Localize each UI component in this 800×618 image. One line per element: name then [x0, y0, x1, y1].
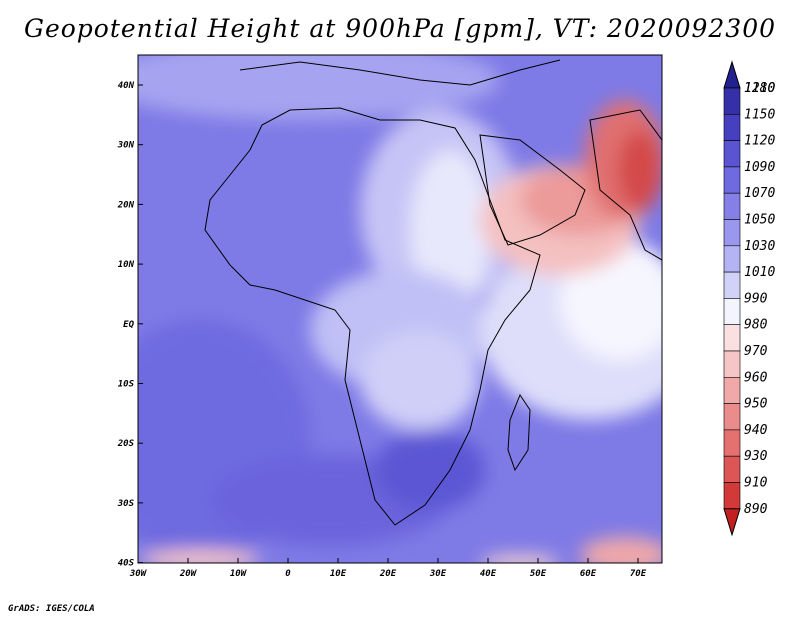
- height-field: [138, 55, 662, 563]
- colorbar-label: 910: [744, 476, 768, 491]
- colorbar-swatch: [723, 298, 741, 325]
- colorbar-label: 1070: [744, 186, 775, 201]
- lat-label: 20S: [117, 439, 135, 449]
- footer-credit: GrADS: IGES/COLA: [8, 604, 95, 614]
- colorbar-label: 980: [744, 318, 768, 333]
- lat-label: 30N: [117, 141, 135, 151]
- colorbar-label: 960: [744, 370, 768, 385]
- colorbar-swatch: [723, 455, 741, 483]
- colorbar-swatch: [723, 403, 741, 431]
- lat-label: EQ: [123, 320, 134, 330]
- lon-label: 20W: [179, 569, 198, 579]
- lat-label: 40N: [118, 81, 135, 91]
- lat-label: 10S: [118, 380, 135, 390]
- colorbar-label: 1010: [744, 265, 775, 280]
- colorbar-label: 890: [744, 502, 768, 517]
- colorbar-swatch: [723, 166, 741, 194]
- colorbar-swatch: [723, 324, 741, 352]
- colorbar-label: 1180: [744, 81, 775, 96]
- lat-label: 30S: [117, 499, 135, 509]
- lon-label: 60E: [580, 569, 597, 579]
- lat-label: 10N: [118, 260, 135, 270]
- colorbar-label: 1090: [744, 160, 775, 175]
- colorbar-swatch: [723, 350, 741, 378]
- colorbar-top-arrow: [723, 60, 741, 89]
- colorbar-label: 1120: [744, 134, 775, 149]
- lon-label: 40E: [480, 569, 497, 579]
- colorbar-swatch: [723, 140, 741, 168]
- coastlines: [204, 59, 662, 526]
- lat-label: 40S: [118, 559, 135, 569]
- colorbar-swatch: [723, 87, 741, 115]
- longitude-axis: 30W 20W 10W 0 10E 20E 30E 40E 50E 60E 70E: [129, 558, 647, 579]
- colorbar-label: 950: [744, 397, 768, 412]
- colorbar-swatch: [723, 114, 741, 141]
- colorbar-label: 1050: [744, 213, 775, 228]
- latitude-axis: 40N 30N 20N 10N EQ 10S 20S 30S 40S: [117, 81, 143, 569]
- colorbar-swatch: [723, 482, 741, 510]
- lon-label: 10E: [330, 569, 347, 579]
- colorbar-swatch: [723, 376, 741, 404]
- colorbar-swatch: [723, 429, 741, 457]
- colorbar-swatch: [723, 192, 741, 220]
- colorbar-label: 1150: [744, 107, 775, 122]
- colorbar-swatch: [723, 219, 741, 247]
- colorbar-swatch: [723, 271, 741, 299]
- colorbar-label: 970: [744, 344, 768, 359]
- lon-label: 30W: [129, 569, 148, 579]
- colorbar-label: 1030: [744, 239, 775, 254]
- colorbar-label: 1210: [744, 81, 775, 96]
- lon-label: 50E: [530, 569, 547, 579]
- colorbar-label: 930: [744, 449, 768, 464]
- map-frame: [137, 54, 663, 564]
- colorbar-label: 990: [744, 291, 768, 306]
- lat-label: 20N: [117, 200, 135, 210]
- colorbar-bottom-arrow: [723, 508, 741, 537]
- lon-label: 0: [285, 569, 291, 579]
- lon-label: 30E: [429, 569, 447, 579]
- lon-label: 70E: [630, 569, 647, 579]
- chart-title: Geopotential Height at 900hPa [gpm], VT:…: [23, 14, 777, 43]
- lon-label: 20E: [379, 569, 397, 579]
- lon-label: 10W: [230, 569, 248, 579]
- colorbar-label: 940: [744, 423, 768, 438]
- colorbar-swatch: [723, 245, 741, 273]
